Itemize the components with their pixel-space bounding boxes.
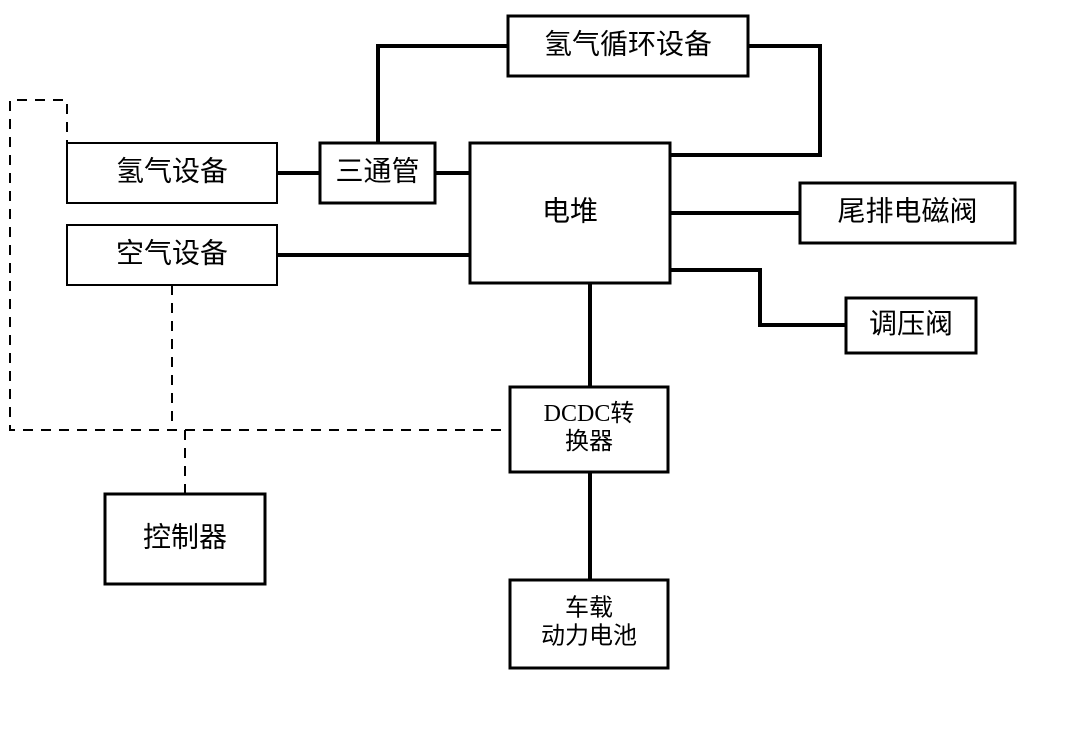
node-battery-label-line-0: 车载: [565, 595, 613, 622]
node-battery: 车载动力电池: [510, 580, 668, 668]
node-regulator-label: 调压阀: [869, 308, 953, 340]
node-h2_dev: 氢气设备: [67, 143, 277, 203]
node-h2_dev-label: 氢气设备: [116, 155, 228, 187]
node-stack: 电堆: [470, 143, 670, 283]
node-dcdc-label-line-1: 换器: [565, 428, 613, 455]
node-tee: 三通管: [320, 143, 435, 203]
node-controller-label: 控制器: [143, 521, 227, 553]
node-stack-label: 电堆: [542, 195, 598, 227]
node-controller: 控制器: [105, 494, 265, 584]
node-h2_circ-label: 氢气循环设备: [544, 28, 712, 60]
node-exhaust-label: 尾排电磁阀: [837, 195, 977, 227]
flowchart-canvas: 氢气循环设备氢气设备 三通管电堆空气设备 尾排电磁阀调压阀 DCDC转换器控制器车载动…: [0, 0, 1080, 733]
edge-tee-h2_circ: [378, 46, 508, 143]
node-battery-label-line-1: 动力电池: [541, 622, 637, 649]
node-exhaust: 尾排电磁阀: [800, 183, 1015, 243]
edge-stack-regulator: [670, 270, 846, 325]
node-air_dev: 空气设备: [67, 225, 277, 285]
node-air_dev-label: 空气设备: [116, 237, 228, 269]
node-regulator: 调压阀: [846, 298, 976, 353]
node-dcdc-label-line-0: DCDC转: [544, 400, 635, 427]
node-h2_circ: 氢气循环设备: [508, 16, 748, 76]
node-dcdc: DCDC转换器: [510, 387, 668, 472]
node-tee-label: 三通管: [335, 155, 419, 187]
